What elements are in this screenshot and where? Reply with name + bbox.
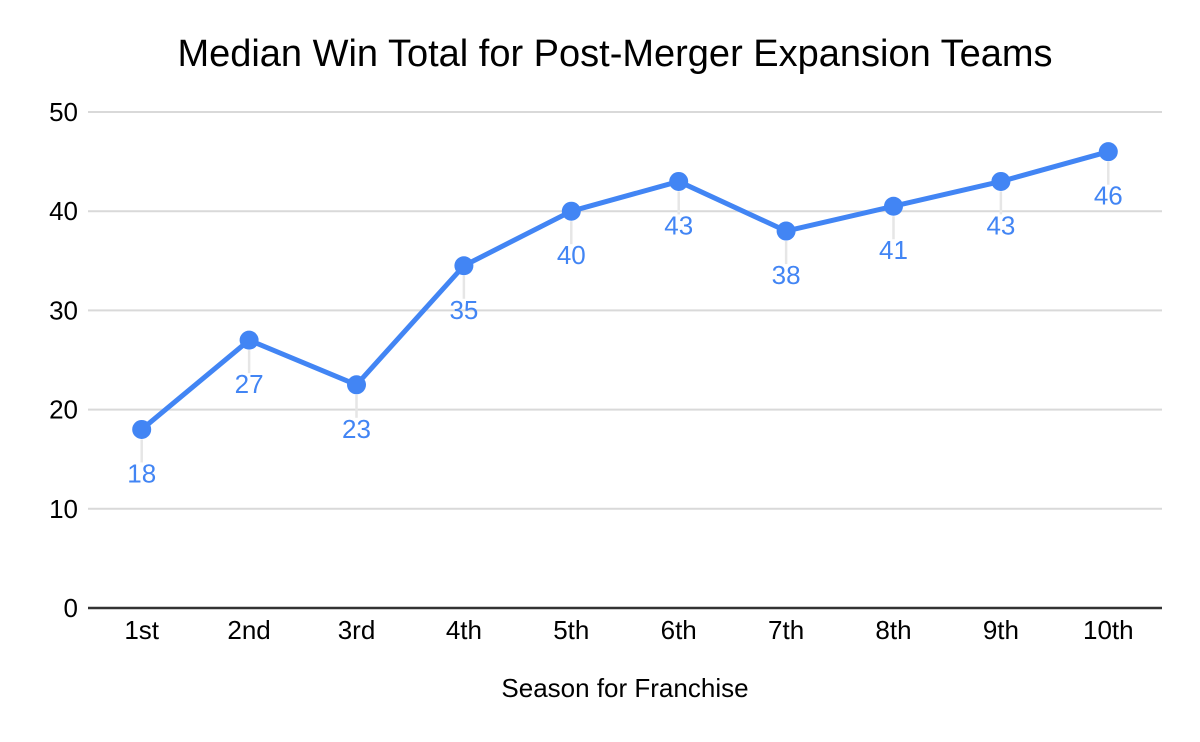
x-tick-label: 6th (661, 615, 697, 645)
y-tick-label: 20 (49, 395, 78, 425)
data-point (347, 375, 366, 395)
data-point (991, 171, 1011, 191)
gridlines-group (88, 111, 1162, 610)
data-point-label: 18 (127, 458, 156, 488)
label-leader-lines (140, 161, 1110, 463)
y-tick-label: 40 (49, 196, 78, 226)
x-tick-label: 3rd (338, 615, 376, 645)
x-tick-label: 10th (1083, 615, 1134, 645)
series-line-group (139, 149, 1111, 432)
x-tick-label: 2nd (227, 615, 270, 645)
series-line (139, 149, 1111, 432)
x-tick-label: 8th (875, 615, 911, 645)
data-point-label: 27 (235, 369, 264, 399)
data-point-label: 35 (449, 295, 478, 325)
data-point-label: 23 (342, 414, 371, 444)
data-point (561, 201, 581, 221)
y-tick-label: 30 (49, 295, 78, 325)
data-point-label: 40 (557, 240, 586, 270)
data-point (132, 419, 152, 439)
data-point-label: 41 (879, 235, 908, 265)
data-point (1098, 142, 1118, 162)
data-point-label: 46 (1094, 181, 1123, 211)
data-point (454, 256, 474, 276)
data-point (776, 221, 796, 241)
y-tick-label: 10 (49, 494, 78, 524)
x-axis-title: Season for Franchise (501, 673, 748, 703)
y-axis-tick-labels: 0 10 20 30 40 50 (49, 97, 78, 623)
data-point (669, 171, 689, 191)
data-points-group (132, 142, 1118, 439)
data-labels-group: 18 27 23 35 40 43 38 41 43 46 (127, 181, 1123, 489)
data-point-label: 38 (772, 260, 801, 290)
x-tick-label: 7th (768, 615, 804, 645)
data-point-label: 43 (986, 210, 1015, 240)
y-tick-label: 50 (49, 97, 78, 127)
x-tick-label: 9th (983, 615, 1019, 645)
data-point (239, 330, 259, 350)
y-tick-label: 0 (64, 593, 78, 623)
x-tick-label: 4th (446, 615, 482, 645)
x-tick-label: 1st (124, 615, 159, 645)
data-point (884, 196, 903, 216)
x-tick-label: 5th (553, 615, 589, 645)
chart-title: Median Win Total for Post-Merger Expansi… (177, 33, 1052, 75)
data-point-label: 43 (664, 210, 693, 240)
x-axis-tick-labels: 1st 2nd 3rd 4th 5th 6th 7th 8th 9th 10th (124, 615, 1133, 645)
